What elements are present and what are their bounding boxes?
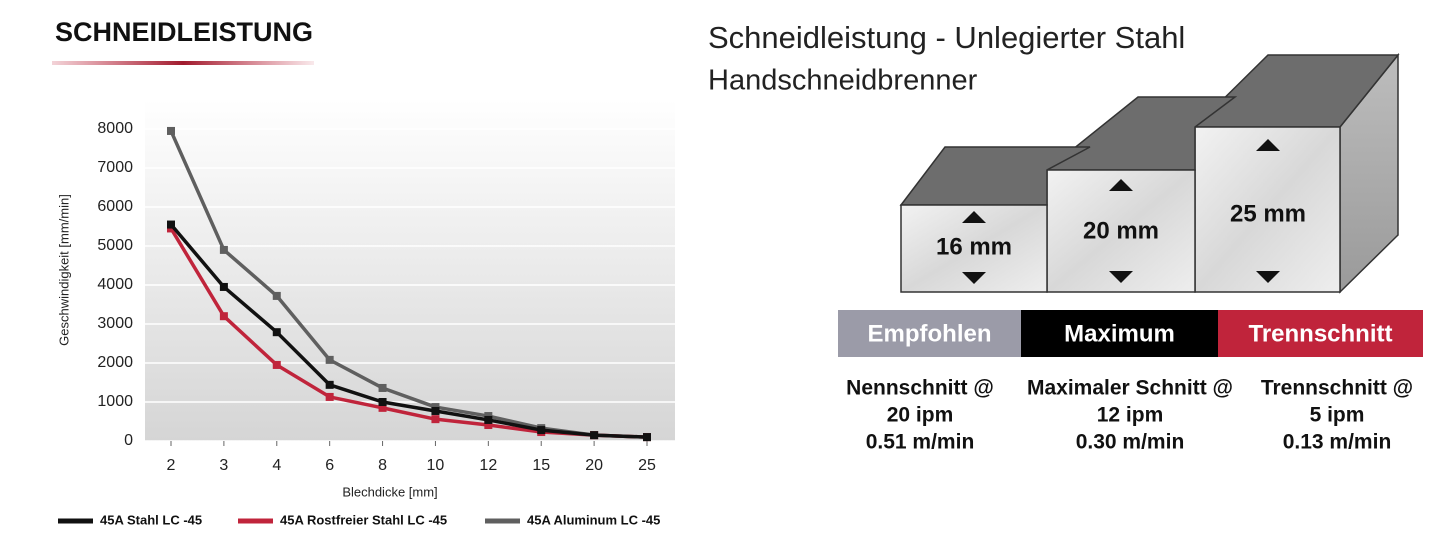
data-point [272, 328, 281, 337]
legend-label: 45A Aluminum LC -45 [527, 512, 660, 527]
x-tick-label: 15 [532, 457, 550, 474]
data-point [272, 291, 281, 300]
y-tick-label: 6000 [97, 198, 133, 215]
legend-label: 45A Stahl LC -45 [100, 512, 202, 527]
data-point [219, 312, 228, 321]
arrow-up [1109, 179, 1133, 191]
arrow-down [1109, 271, 1133, 283]
data-point [431, 406, 440, 415]
x-axis-label: Blechdicke [mm] [342, 484, 437, 499]
band [1021, 310, 1218, 357]
block-label: 16 mm [936, 233, 1012, 260]
column-text: 20 ipm [887, 404, 954, 427]
block-label: 20 mm [1083, 217, 1159, 244]
y-tick-label: 7000 [97, 159, 133, 176]
column-text: 0.51 m/min [866, 431, 975, 454]
data-point [378, 403, 387, 412]
x-tick-label: 20 [585, 457, 603, 474]
band-label: Trennschnitt [1248, 320, 1392, 347]
x-tick-label: 4 [272, 457, 281, 474]
x-tick-label: 25 [638, 457, 656, 474]
data-point [590, 431, 599, 440]
data-point [272, 360, 281, 369]
data-point [167, 220, 175, 229]
legend-label: 45A Rostfreier Stahl LC -45 [280, 512, 447, 527]
data-point [537, 426, 546, 435]
column-text: Trennschnitt @ [1261, 377, 1413, 400]
y-tick-label: 2000 [97, 354, 133, 371]
x-tick-label: 2 [167, 457, 176, 474]
band-label: Maximum [1064, 320, 1175, 347]
block-front [1194, 126, 1341, 293]
column-text: 5 ipm [1310, 404, 1365, 427]
column-text: 12 ipm [1097, 404, 1164, 427]
y-tick-label: 1000 [97, 393, 133, 410]
data-point [325, 355, 334, 364]
diagram-title: Schneidleistung - Unlegierter Stahl [708, 20, 1185, 55]
data-point [378, 383, 387, 392]
data-point [643, 433, 651, 442]
y-tick-label: 0 [124, 432, 133, 449]
data-point [219, 245, 228, 254]
plot-area [145, 100, 675, 441]
column-text: Maximaler Schnitt @ [1027, 377, 1233, 400]
x-tick-label: 10 [427, 457, 445, 474]
blocks [899, 52, 1400, 294]
data-point [484, 421, 493, 430]
column-text: 0.30 m/min [1076, 431, 1185, 454]
data-point [431, 415, 440, 424]
y-tick-label: 8000 [97, 120, 133, 137]
data-point [378, 398, 387, 406]
y-axis-label: Geschwindigkeit [mm/min] [56, 194, 71, 346]
data-point [219, 282, 228, 291]
diagram-subtitle: Handschneidbrenner [708, 65, 978, 97]
band [838, 310, 1021, 357]
chart-title: SCHNEIDLEISTUNG [55, 17, 313, 47]
band [1218, 310, 1423, 357]
x-tick-label: 8 [378, 457, 387, 474]
data-point [484, 415, 493, 424]
x-tick-label: 6 [325, 457, 334, 474]
data-point [325, 380, 334, 389]
data-point [167, 126, 175, 135]
data-point [325, 392, 334, 401]
y-tick-label: 5000 [97, 237, 133, 254]
arrow-up [1256, 139, 1280, 151]
series-line [169, 223, 648, 439]
band-label: Empfohlen [868, 320, 992, 347]
arrow-down [1256, 271, 1280, 283]
x-tick-label: 3 [219, 457, 228, 474]
title-underline [52, 61, 314, 65]
arrows [962, 139, 1280, 284]
arrow-up [962, 211, 986, 223]
x-tick-label: 12 [479, 457, 497, 474]
column-text: Nennschnitt @ [846, 377, 994, 400]
arrow-down [962, 272, 986, 284]
y-tick-label: 3000 [97, 315, 133, 332]
y-tick-label: 4000 [97, 276, 133, 293]
block-label: 25 mm [1230, 200, 1306, 227]
column-text: 0.13 m/min [1283, 431, 1392, 454]
